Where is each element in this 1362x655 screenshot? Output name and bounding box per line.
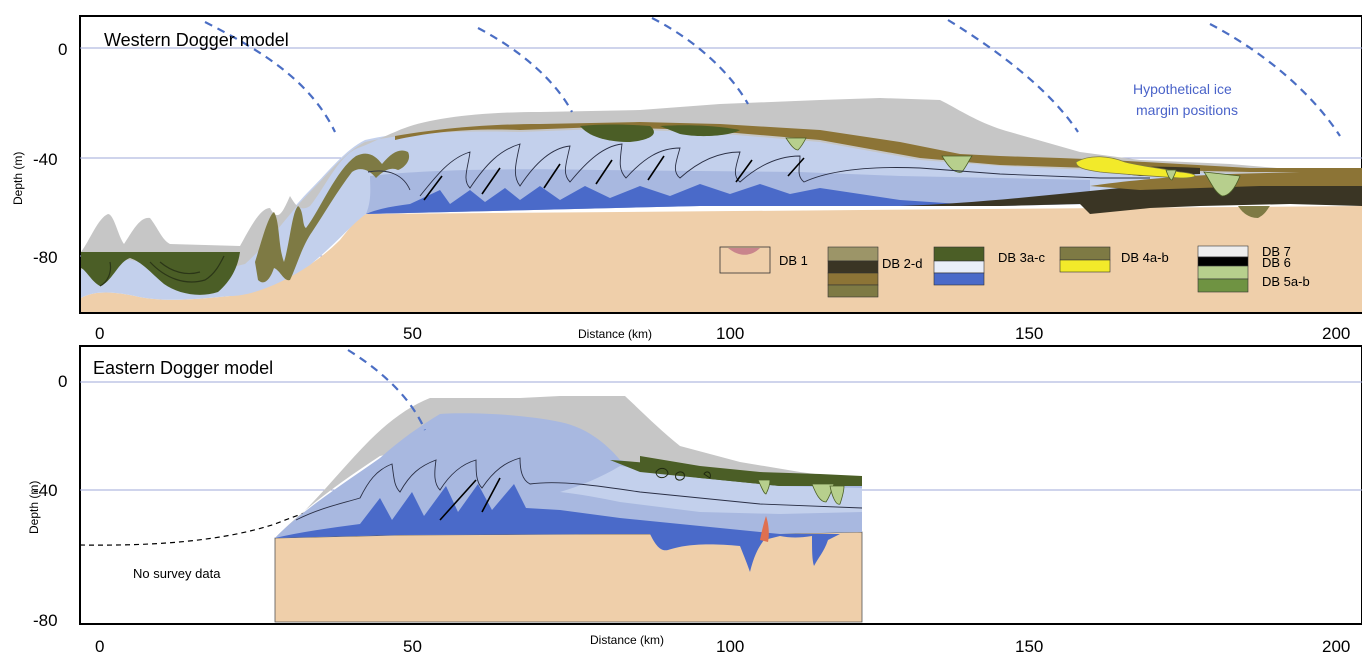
legend-db3-swatch-blue (933, 272, 985, 286)
db2-top-layer-west (395, 122, 1362, 172)
y-axis-label: Depth (m) (11, 152, 25, 205)
db3-green-top-east-wide (640, 456, 862, 486)
db3-lighter-band-east (560, 466, 862, 514)
db2-dark-wedge-east (900, 178, 1362, 214)
western-panel: Western Dogger model Hypothetical ice ma… (11, 15, 1362, 343)
db5-channel-fill (829, 485, 845, 505)
legend-db2-swatch-dark (827, 260, 879, 274)
x-axis-label: Distance (km) (578, 327, 652, 341)
x-tick-label: 50 (403, 324, 422, 343)
no-survey-note: No survey data (133, 566, 221, 581)
x-tick-label: 150 (1015, 324, 1043, 343)
western-panel-title: Western Dogger model (104, 30, 289, 50)
db4-yellow-lens (1075, 156, 1196, 179)
ice-margin-line (477, 27, 573, 113)
db3-green-basin-folds (99, 255, 225, 287)
legend-db3-swatch-light (933, 260, 985, 274)
legend-db4-swatch-yellow (1059, 259, 1111, 273)
x-axis-label: Distance (km) (590, 633, 664, 647)
db3-green-lens-west (660, 125, 740, 137)
thrust-faults-east (439, 477, 501, 521)
x-tick-label: 100 (716, 637, 744, 655)
legend-db2-label: DB 2-d (882, 256, 922, 271)
thrust-faults-west (423, 155, 805, 201)
legend-db5-swatch-light (1197, 265, 1249, 280)
ice-margin-line (347, 349, 427, 431)
db5-dark-lens (1238, 206, 1270, 218)
legend-db1-pink-lens (728, 248, 760, 255)
x-tick-label: 100 (716, 324, 744, 343)
y-tick-label: -80 (33, 611, 58, 630)
fold-lines-east (295, 457, 863, 521)
x-tick-label: 0 (95, 324, 104, 343)
fold-lines-west (367, 143, 1150, 197)
legend-db7-swatch (1197, 245, 1249, 258)
ice-margin-line (1209, 23, 1341, 137)
db2-folds-ramp (255, 150, 410, 283)
y-tick-label: -80 (33, 248, 58, 267)
legend-db3-swatch-green (933, 246, 985, 262)
db3-green-lens-west (580, 124, 654, 142)
eastern-panel-title: Eastern Dogger model (93, 358, 273, 378)
db1-basement-east (274, 531, 863, 623)
ice-margin-line (947, 19, 1079, 133)
db5-channel-fill (1203, 171, 1241, 197)
legend-db5-label: DB 5a-b (1262, 274, 1310, 289)
x-tick-label: 0 (95, 637, 104, 655)
legend-db2-swatch-tan (827, 246, 879, 262)
legend-db4-swatch-olive (1059, 246, 1111, 261)
db3-dark-east (275, 484, 780, 538)
legend-db6-label: DB 6 (1262, 255, 1291, 270)
x-tick-label: 150 (1015, 637, 1043, 655)
x-tick-label: 50 (403, 637, 422, 655)
x-tick-label: 200 (1322, 324, 1350, 343)
legend-db1-label: DB 1 (779, 253, 808, 268)
legend-db2-swatch-brown (827, 272, 879, 286)
db3-green-basin (81, 252, 240, 295)
y-axis-label: Depth (m) (27, 481, 41, 534)
legend-db3-label: DB 3a-c (998, 250, 1045, 265)
no-survey-boundary (79, 499, 341, 546)
db3-dark-west (366, 184, 1000, 214)
eastern-panel: Eastern Dogger model No survey data 0 -4… (27, 345, 1362, 655)
ice-margin-line (204, 21, 336, 133)
legend: DB 1 DB 2-d DB 3a-c DB 4a-b DB 7 DB 6 DB… (719, 244, 1310, 298)
legend-db7-label: DB 7 (1262, 244, 1291, 259)
db3-dark-east-tail (650, 534, 840, 572)
ice-margin-line (651, 17, 749, 105)
legend-db4-label: DB 4a-b (1121, 250, 1169, 265)
db5-channel-fill (757, 479, 771, 495)
legend-db2-swatch-olive (827, 284, 879, 298)
db2-dark-spike (760, 516, 769, 542)
clast-outlines (655, 467, 711, 481)
ice-margin-annotation-line1: Hypothetical ice (1133, 81, 1232, 97)
y-tick-label: 0 (58, 372, 67, 391)
ice-margin-lines-west (204, 17, 1341, 137)
legend-db5-swatch-dark (1197, 278, 1249, 293)
x-tick-label: 200 (1322, 637, 1350, 655)
db3-body-west (81, 127, 1362, 300)
y-tick-label: 0 (58, 40, 67, 59)
legend-db6-swatch (1197, 256, 1249, 267)
ice-margin-annotation-line2: margin positions (1136, 102, 1238, 118)
db5-channel-fill (941, 155, 973, 173)
y-tick-label: -40 (33, 150, 58, 169)
y-tick-label: -40 (33, 481, 58, 500)
db5-channel-fill (785, 137, 807, 151)
db5-channel-fill (1165, 169, 1177, 181)
